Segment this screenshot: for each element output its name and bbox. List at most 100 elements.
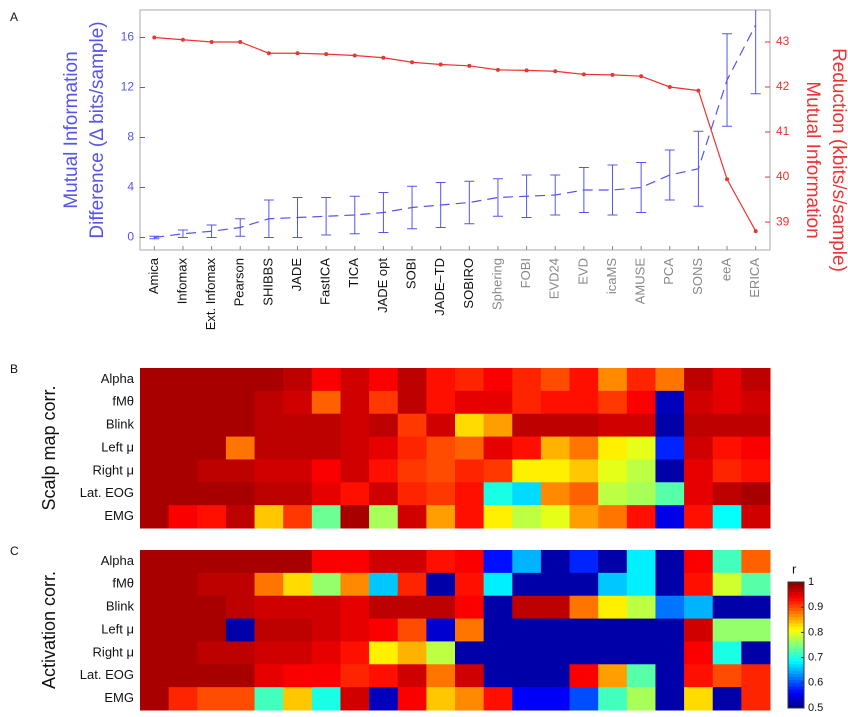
heat-cell xyxy=(397,664,427,688)
y-axis-label: Mutual Information xyxy=(61,51,82,208)
heat-cell xyxy=(168,641,198,665)
heat-cell xyxy=(684,459,714,483)
heat-cell xyxy=(684,641,714,665)
heat-cell xyxy=(283,572,313,597)
heat-cell xyxy=(283,687,313,711)
heat-cell xyxy=(283,459,313,483)
heat-cell xyxy=(741,572,771,597)
heat-cell xyxy=(684,687,714,711)
heat-cell xyxy=(311,641,341,665)
colorbar-tick-label: 1 xyxy=(808,576,814,588)
heat-cell xyxy=(426,572,456,597)
heat-cell xyxy=(283,618,313,642)
heat-cell xyxy=(140,641,170,665)
colorbar-step xyxy=(788,616,804,621)
heat-cell xyxy=(712,687,742,711)
heat-cell xyxy=(626,641,656,665)
heat-cell xyxy=(483,368,513,392)
point xyxy=(524,68,529,73)
heat-cell xyxy=(340,618,370,642)
heat-cell xyxy=(512,618,542,642)
heat-cell xyxy=(483,641,513,665)
error-bar xyxy=(636,162,647,213)
heat-cell xyxy=(311,482,341,506)
heat-cell xyxy=(254,595,284,620)
heat-cell xyxy=(369,436,399,460)
heat-cell xyxy=(684,595,714,620)
heat-cell xyxy=(598,413,628,438)
colorbar-step xyxy=(788,657,804,662)
heat-cell xyxy=(569,482,599,506)
y-axis-label: Difference (Δ bits/sample) xyxy=(87,21,108,238)
error-bar xyxy=(206,224,217,238)
colorbar-step xyxy=(788,600,804,605)
point xyxy=(238,39,243,44)
heat-cell xyxy=(655,459,685,483)
colorbar-step xyxy=(788,632,804,637)
colorbar-tick-label: 0.6 xyxy=(808,677,823,689)
colorbar-step xyxy=(788,641,804,646)
error-bar xyxy=(664,149,675,201)
heat-cell xyxy=(655,413,685,438)
heat-cell xyxy=(397,459,427,483)
colorbar-step xyxy=(788,645,804,649)
heat-cell xyxy=(225,505,256,529)
heat-cell xyxy=(225,459,256,483)
heat-cell xyxy=(140,687,170,711)
heat-cell xyxy=(140,459,170,483)
point xyxy=(180,37,185,42)
y2-tick-label: 42 xyxy=(776,79,790,93)
row-label: Blink xyxy=(106,417,135,432)
heat-cell xyxy=(598,482,628,506)
colorbar-title: r xyxy=(792,561,797,576)
heat-cell xyxy=(741,390,771,415)
colorbar-step xyxy=(788,607,804,611)
heat-cell xyxy=(655,436,685,460)
heat-cell xyxy=(311,368,341,392)
heat-cell xyxy=(512,572,542,597)
heat-cell xyxy=(168,595,198,620)
heat-cell xyxy=(340,641,370,665)
error-bar xyxy=(464,180,475,225)
colorbar-step xyxy=(788,629,804,633)
heat-cell xyxy=(712,572,742,597)
point xyxy=(352,53,357,58)
heat-cell xyxy=(712,664,742,688)
heat-cell xyxy=(626,618,656,642)
row-label: Alpha xyxy=(101,371,135,386)
heat-cell xyxy=(311,459,341,483)
heat-cell xyxy=(254,572,284,597)
heat-cell xyxy=(540,572,571,597)
colorbar-step xyxy=(788,704,804,709)
heat-cell xyxy=(569,595,599,620)
heat-cell xyxy=(225,641,256,665)
heat-cell xyxy=(655,595,685,620)
heat-cell xyxy=(455,459,485,483)
heat-cell xyxy=(340,390,370,415)
heat-cell xyxy=(140,550,170,574)
error-bar xyxy=(149,235,160,240)
colorbar-step xyxy=(788,689,804,693)
heat-cell xyxy=(512,482,542,506)
heat-cell xyxy=(397,368,427,392)
heat-cell xyxy=(426,368,456,392)
row-label: Alpha xyxy=(101,553,135,568)
heat-cell xyxy=(569,436,599,460)
heat-cell xyxy=(311,618,341,642)
error-bar xyxy=(235,218,246,237)
heat-cell xyxy=(311,413,341,438)
colorbar-step xyxy=(788,648,804,652)
colorbar-step xyxy=(788,685,804,690)
error-bar xyxy=(407,185,418,230)
heat-cell xyxy=(283,482,313,506)
point xyxy=(467,63,472,68)
heat-cell xyxy=(140,595,170,620)
heat-cell xyxy=(512,436,542,460)
heat-cell xyxy=(397,641,427,665)
y-axis-label: Activation corr. xyxy=(39,571,59,689)
error-bar xyxy=(263,199,274,238)
point xyxy=(410,60,415,65)
colorbar-tick-label: 0.5 xyxy=(808,702,823,712)
heat-cell xyxy=(626,436,656,460)
heat-cell xyxy=(397,390,427,415)
